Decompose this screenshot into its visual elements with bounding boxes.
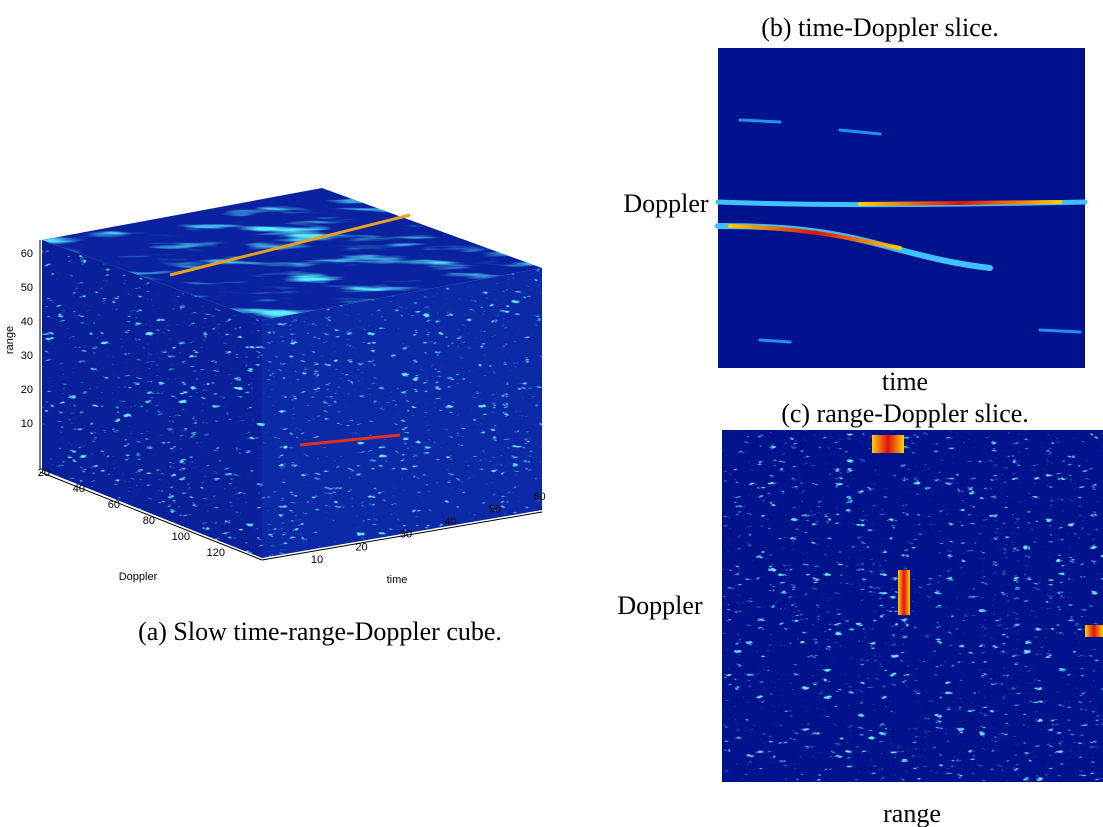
caption: (b) time-Doppler slice. <box>761 13 999 42</box>
tick-label: 40 <box>444 516 456 528</box>
cube-right-texture <box>262 268 542 558</box>
tick-label: 40 <box>21 316 33 328</box>
cube-left-texture <box>42 240 262 558</box>
tick-label: 10 <box>311 554 323 566</box>
heatmap <box>718 48 1085 368</box>
cube-axes <box>39 240 543 561</box>
tick-label: 120 <box>207 547 225 559</box>
x-label: range <box>883 799 941 827</box>
tick-label: 100 <box>172 531 190 543</box>
tick-label: 40 <box>73 483 85 495</box>
x-label: time <box>882 367 928 396</box>
caption: (c) range-Doppler slice. <box>781 399 1029 428</box>
hot-spot <box>898 570 910 615</box>
caption: (a) Slow time-range-Doppler cube. <box>138 617 502 646</box>
tick-label: 20 <box>355 541 367 553</box>
hot-spot <box>872 435 904 453</box>
tick-label: 30 <box>400 529 412 541</box>
tick-label: 80 <box>143 515 155 527</box>
y-label: Doppler <box>617 591 703 620</box>
cube-streak <box>169 213 411 277</box>
axis-label: Doppler <box>119 571 158 583</box>
y-label: Doppler <box>623 189 709 218</box>
tick-label: 20 <box>38 467 50 479</box>
tick-label: 50 <box>21 282 33 294</box>
tick-label: 60 <box>21 248 33 260</box>
heatmap-texture <box>722 430 1103 782</box>
tick-label: 30 <box>21 350 33 362</box>
cube-top-texture <box>42 188 542 320</box>
tick-label: 20 <box>21 384 33 396</box>
heatmap-streaks <box>715 118 1088 344</box>
cube-streak <box>299 433 401 447</box>
axis-label: time <box>387 574 408 586</box>
axis-label: range <box>4 326 16 354</box>
cube <box>39 188 543 561</box>
tick-label: 50 <box>489 504 501 516</box>
tick-label: 10 <box>21 418 33 430</box>
tick-label: 60 <box>108 499 120 511</box>
tick-label: 60 <box>533 491 545 503</box>
hot-spot <box>1085 625 1103 637</box>
